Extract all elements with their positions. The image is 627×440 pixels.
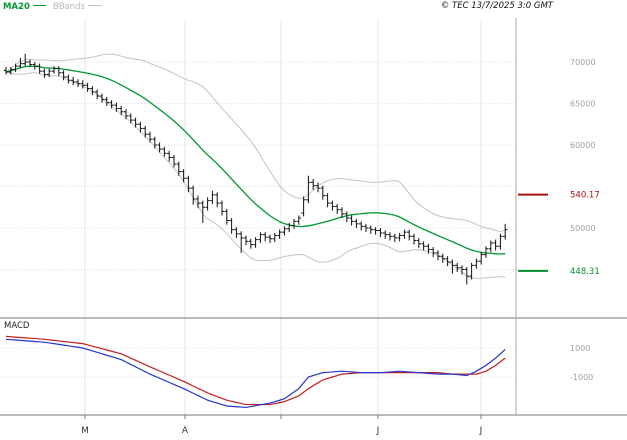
- price-axis-label: 65000: [570, 100, 595, 109]
- macd-axis-label: 1000: [570, 344, 590, 353]
- copyright-timestamp: © TEC 13/7/2025 3:0 GMT: [440, 1, 553, 11]
- support-level-label: 448.31: [570, 267, 600, 277]
- month-label: M: [81, 426, 89, 436]
- bbands-line-swatch: [87, 5, 101, 6]
- chart-legend: MA20 BBands: [3, 2, 108, 12]
- ma20-line: [5, 65, 506, 255]
- price-axis-label: 70000: [570, 58, 595, 67]
- price-axis-label: 50000: [570, 224, 595, 233]
- price-axis-label: 60000: [570, 141, 595, 150]
- bollinger-lower-line: [5, 71, 506, 279]
- macd-signal-line: [5, 335, 506, 406]
- macd-axis-label: -1000: [570, 373, 593, 382]
- legend-ma20-label: MA20: [3, 2, 30, 12]
- macd-line: [5, 338, 506, 409]
- macd-pane-label: MACD: [4, 321, 30, 331]
- resistance-level-label: 540.17: [570, 191, 600, 201]
- ma20-line-swatch: [32, 5, 46, 6]
- legend-bbands-label: BBands: [52, 2, 85, 12]
- bollinger-upper-line: [5, 53, 506, 233]
- month-label: J: [376, 426, 380, 436]
- month-label: A: [182, 426, 189, 436]
- month-label: J: [479, 426, 483, 436]
